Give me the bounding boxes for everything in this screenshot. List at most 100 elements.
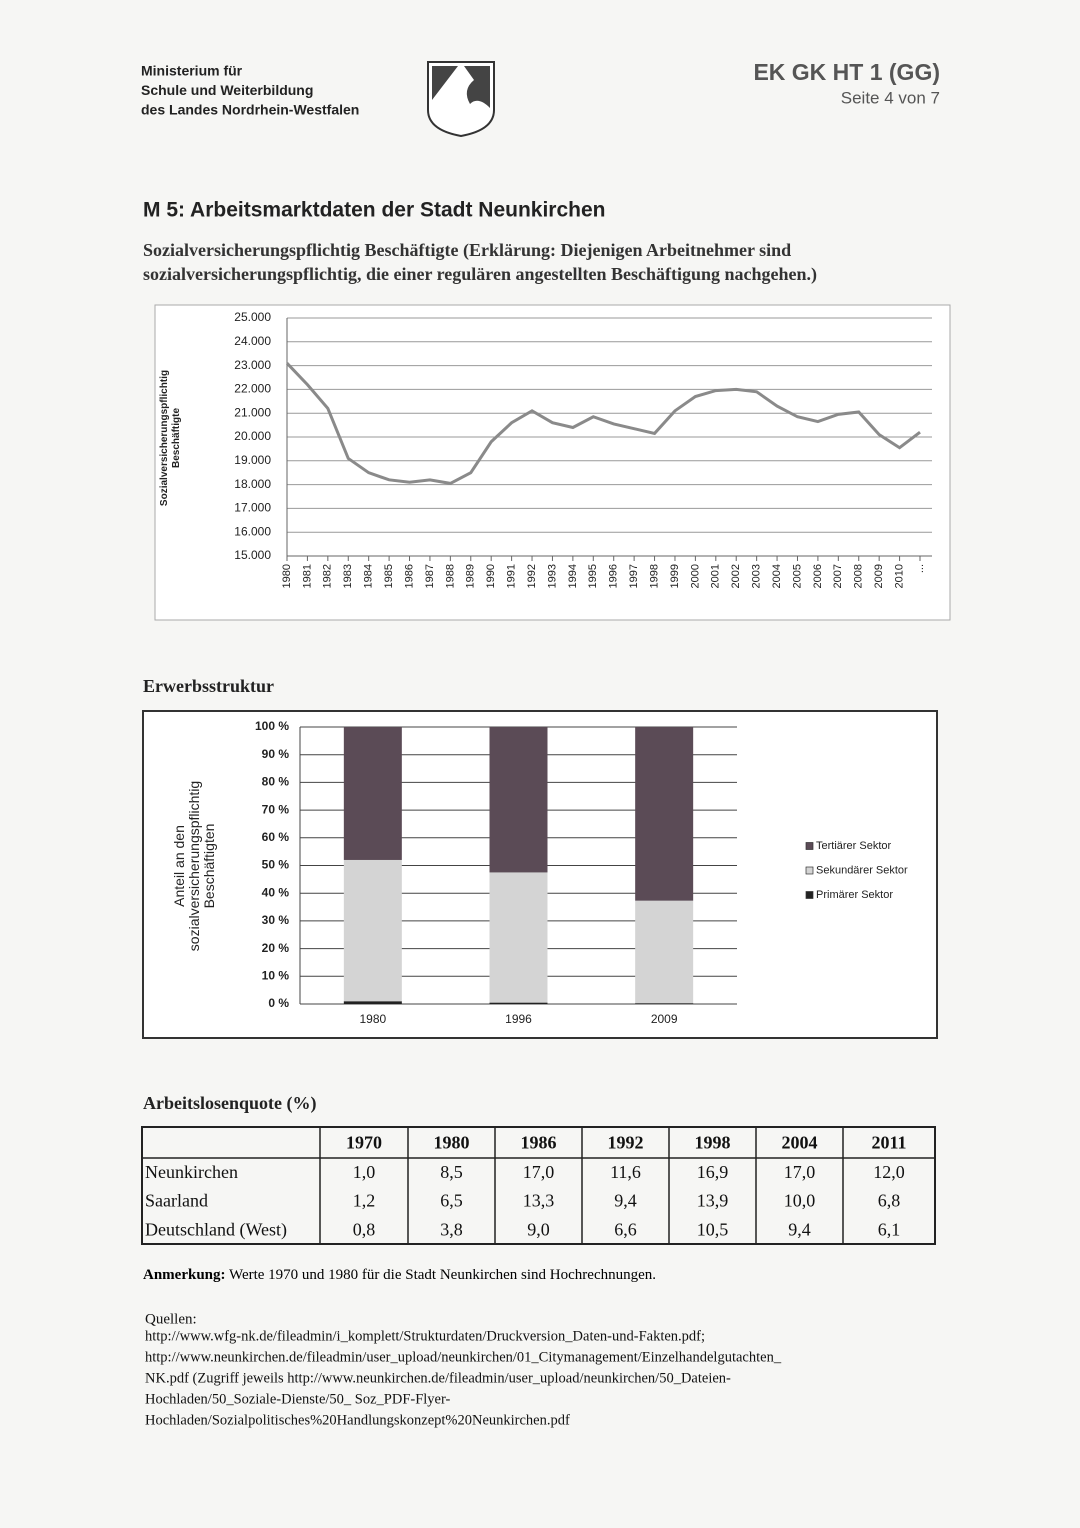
bar-segment: [489, 872, 548, 1003]
table-cell: 1986: [521, 1133, 557, 1153]
table-cell: 9,4: [614, 1191, 637, 1211]
y-label-line: Beschäftigte: [171, 408, 182, 468]
x-tick-label: 2010: [893, 564, 905, 588]
legend-swatch: [805, 866, 814, 875]
table-cell: 2011: [871, 1133, 906, 1153]
y-tick-label: 10 %: [262, 968, 290, 982]
y-label-line: Sozialversicherungspflichtig: [159, 370, 170, 506]
source-line: Hochladen/50_Soziale-Dienste/50_ Soz_PDF…: [145, 1391, 451, 1407]
x-tick-label: 1981: [301, 564, 313, 588]
table-cell: 1,2: [353, 1191, 376, 1211]
x-tick-label: 1980: [359, 1012, 386, 1026]
x-tick-label: 1987: [424, 564, 436, 588]
legend-label: Tertiärer Sektor: [816, 840, 892, 852]
x-tick-label: 2005: [791, 564, 803, 588]
y-label-line: sozialversicherungspflichtig: [186, 781, 202, 951]
x-tick-label: 1985: [383, 564, 395, 588]
x-tick-label: 1997: [628, 564, 640, 588]
y-tick-label: 18.000: [234, 477, 271, 491]
legend-label: Sekundärer Sektor: [816, 864, 908, 876]
source-line: http://www.wfg-nk.de/fileadmin/i_komplet…: [145, 1328, 705, 1344]
table-cell: 12,0: [873, 1162, 905, 1182]
y-tick-label: 20.000: [234, 429, 271, 443]
y-tick-label: 21.000: [234, 405, 271, 419]
x-tick-label: 1999: [669, 564, 681, 588]
y-tick-label: 60 %: [262, 830, 290, 844]
table-cell: 16,9: [697, 1162, 729, 1182]
x-tick-label: 1992: [526, 564, 538, 588]
table-cell: 1970: [346, 1133, 382, 1153]
bar-segment: [343, 727, 402, 860]
bar-segment: [343, 859, 402, 1002]
table-cell: 10,5: [697, 1220, 729, 1240]
x-tick-label: 1996: [505, 1012, 532, 1026]
source-line: Hochladen/Sozialpolitisches%20Handlungsk…: [145, 1412, 570, 1428]
table-cell: 6,1: [878, 1220, 901, 1240]
x-tick-label: 2008: [853, 564, 865, 588]
bar-segment: [343, 1001, 402, 1004]
x-tick-label: 1993: [546, 564, 558, 588]
table-border: [141, 1126, 936, 1245]
y-tick-label: 22.000: [234, 382, 271, 396]
table-cell: 8,5: [440, 1162, 463, 1182]
source-line: http://www.neunkirchen.de/fileadmin/user…: [145, 1349, 782, 1365]
table-cell: 6,6: [614, 1220, 637, 1240]
ministry-line: Schule und Weiterbildung: [141, 82, 313, 98]
table-cell: Saarland: [145, 1191, 208, 1211]
table-cell: 9,0: [527, 1220, 550, 1240]
x-tick-label: 2003: [751, 564, 763, 588]
chart-title: Erwerbsstruktur: [143, 676, 274, 696]
subtitle-line: Sozialversicherungspflichtig Beschäftigt…: [143, 240, 791, 261]
page-number: Seite 4 von 7: [841, 88, 940, 107]
table-cell: 0,8: [353, 1220, 376, 1240]
table-cell: 13,9: [697, 1191, 729, 1211]
subtitle-line: sozialversicherungspflichtig, die einer …: [143, 264, 817, 285]
table-cell: 6,5: [440, 1191, 463, 1211]
table-cell: 1998: [695, 1133, 731, 1153]
x-tick-label: 1995: [587, 564, 599, 588]
x-tick-label: 1996: [608, 564, 620, 588]
bar-segment: [489, 727, 548, 873]
source-line: NK.pdf (Zugriff jeweils http://www.neunk…: [145, 1370, 731, 1386]
x-tick-label: 1994: [567, 564, 579, 588]
x-tick-label: 2004: [771, 564, 783, 588]
table-cell: 17,0: [523, 1162, 555, 1182]
bar-segment: [489, 1002, 548, 1004]
table-cell: 1980: [434, 1133, 470, 1153]
y-tick-label: 15.000: [234, 548, 271, 562]
x-tick-label: 1980: [281, 564, 293, 588]
y-tick-label: 17.000: [234, 501, 271, 515]
x-tick-label: 1988: [444, 564, 456, 588]
y-tick-label: 16.000: [234, 524, 271, 538]
y-label-line: Anteil an den: [171, 825, 187, 907]
y-tick-label: 100 %: [255, 719, 289, 733]
table-cell: Deutschland (West): [145, 1220, 287, 1241]
table-cell: 1992: [608, 1133, 644, 1153]
y-axis-label: SozialversicherungspflichtigBeschäftigte: [159, 370, 182, 506]
x-tick-label: 1983: [342, 564, 354, 588]
bar-segment: [635, 900, 694, 1004]
table-cell: 6,8: [878, 1191, 901, 1211]
x-tick-label: 2000: [689, 564, 701, 588]
legend-swatch: [805, 891, 814, 899]
table-cell: 3,8: [440, 1220, 463, 1240]
table-title: Arbeitslosenquote (%): [143, 1093, 317, 1114]
x-tick-label: 2009: [651, 1012, 678, 1026]
y-tick-label: 25.000: [234, 310, 271, 324]
doc-code: EK GK HT 1 (GG): [753, 59, 940, 85]
x-tick-label: 1998: [648, 564, 660, 588]
note: Anmerkung: Werte 1970 und 1980 für die S…: [143, 1267, 656, 1283]
table-cell: 17,0: [784, 1162, 816, 1182]
x-tick-label: 1991: [506, 564, 518, 588]
coat-of-arms: [427, 61, 495, 138]
y-tick-label: 50 %: [262, 858, 290, 872]
x-tick-label: ...: [914, 564, 926, 573]
y-tick-label: 40 %: [262, 885, 290, 899]
y-tick-label: 19.000: [234, 453, 271, 467]
y-tick-label: 23.000: [234, 358, 271, 372]
x-tick-label: 1990: [485, 564, 497, 588]
x-tick-label: 1989: [465, 564, 477, 588]
y-tick-label: 70 %: [262, 802, 290, 816]
x-tick-label: 1982: [322, 564, 334, 588]
